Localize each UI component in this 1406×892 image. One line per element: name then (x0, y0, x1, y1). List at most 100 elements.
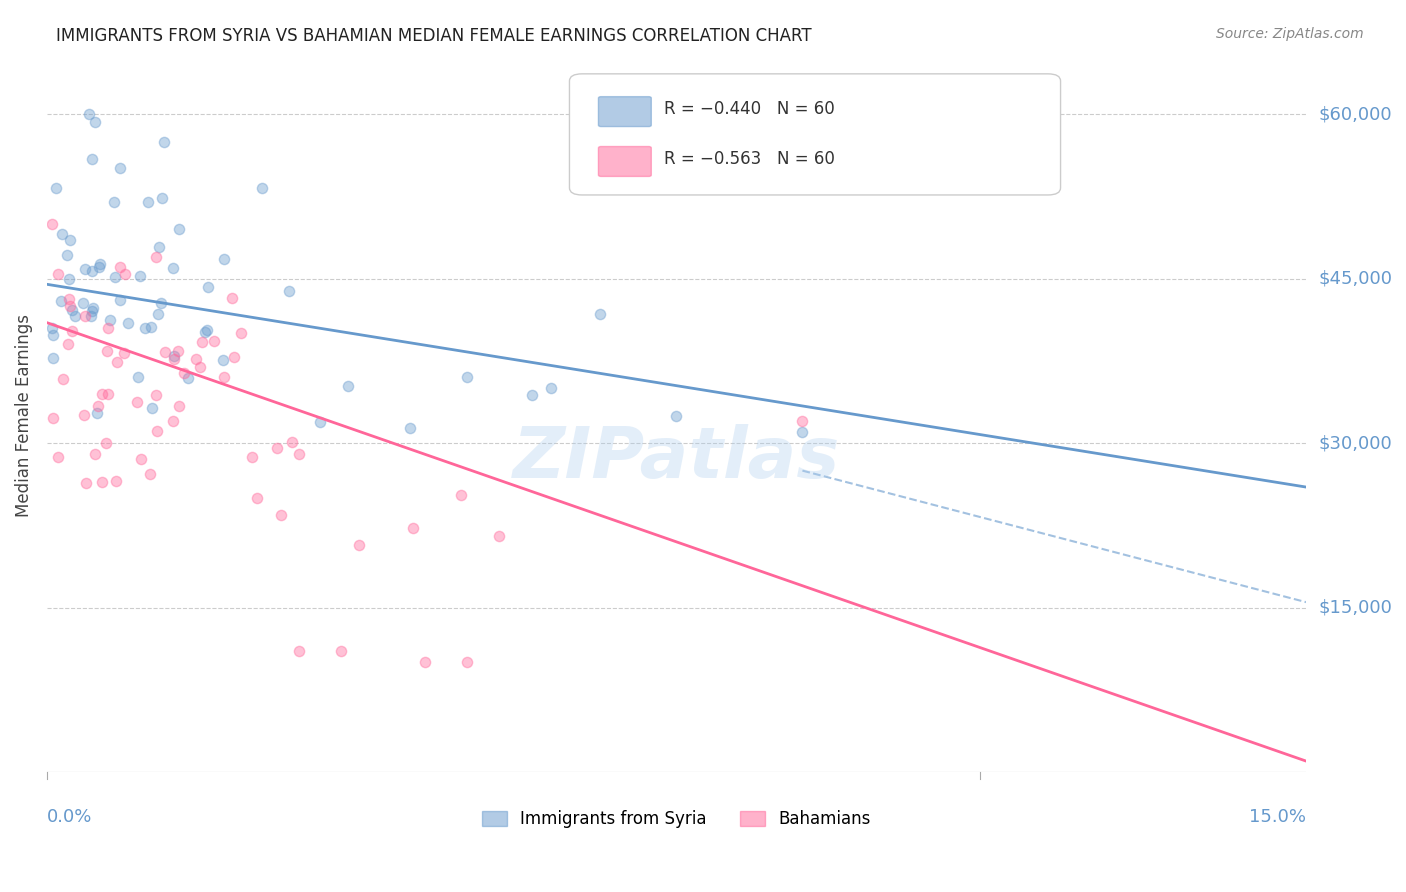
Point (194, 325, 217, 339)
Point (80, 263, 103, 277)
Point (266, 442, 288, 456)
Point (108, 260, 131, 274)
Point (522, 388, 544, 402)
Point (145, 387, 167, 401)
Point (138, 467, 160, 482)
Point (41, 321, 63, 335)
Point (212, 252, 235, 266)
Point (399, 421, 422, 435)
Point (145, 250, 167, 264)
Point (456, 370, 478, 384)
Text: 15.0%: 15.0% (1249, 807, 1306, 826)
Point (402, 521, 425, 535)
Point (129, 452, 152, 467)
Text: ZIPatlas: ZIPatlas (513, 424, 841, 493)
Point (128, 268, 150, 283)
Point (114, 267, 136, 281)
Point (195, 322, 218, 336)
Point (191, 334, 214, 349)
Point (60, 302, 83, 317)
Point (221, 291, 243, 305)
Point (146, 425, 169, 439)
Text: R = −0.563   N = 60: R = −0.563 N = 60 (664, 151, 835, 169)
Point (96, 344, 118, 359)
Text: $45,000: $45,000 (1319, 269, 1393, 288)
Point (104, 269, 127, 284)
Point (75, 309, 97, 323)
Point (184, 352, 207, 367)
Point (163, 349, 186, 363)
Point (97, 321, 120, 335)
Point (56, 248, 79, 262)
Point (75, 262, 97, 277)
Text: Source: ZipAtlas.com: Source: ZipAtlas.com (1216, 27, 1364, 41)
Point (89, 260, 111, 274)
Point (73, 409, 96, 423)
Point (46, 267, 69, 281)
Point (63, 309, 86, 323)
Point (202, 334, 225, 349)
Point (169, 399, 191, 413)
Point (347, 538, 370, 552)
Point (148, 240, 170, 254)
Point (153, 136, 176, 150)
Point (163, 351, 186, 366)
Point (72, 296, 94, 310)
Point (49, 293, 72, 308)
Point (309, 415, 332, 429)
Point (153, 345, 176, 359)
Point (150, 295, 173, 310)
Point (222, 351, 245, 365)
Point (58, 337, 80, 351)
Point (51, 372, 73, 386)
Point (87, 399, 110, 413)
Point (540, 381, 562, 395)
Point (270, 508, 292, 523)
Point (45, 181, 67, 195)
Point (77, 107, 100, 121)
Point (125, 394, 148, 409)
Point (162, 260, 184, 275)
Legend: Immigrants from Syria, Bahamians: Immigrants from Syria, Bahamians (475, 804, 877, 835)
Point (110, 161, 132, 175)
Point (252, 181, 274, 195)
Point (488, 529, 510, 543)
Point (127, 369, 149, 384)
Point (46, 450, 69, 464)
Point (91, 386, 114, 401)
Point (103, 195, 125, 210)
Point (167, 221, 190, 235)
Point (60, 324, 83, 338)
Point (82, 301, 104, 316)
Point (136, 195, 159, 210)
FancyBboxPatch shape (569, 74, 1060, 195)
Point (41, 217, 63, 231)
Point (80, 304, 103, 318)
Point (229, 326, 252, 341)
Point (97, 387, 120, 401)
Point (84, 115, 107, 129)
Point (173, 366, 195, 380)
Point (80, 309, 103, 323)
Point (141, 401, 163, 416)
Point (177, 371, 200, 385)
Point (337, 379, 360, 393)
Text: IMMIGRANTS FROM SYRIA VS BAHAMIAN MEDIAN FEMALE EARNINGS CORRELATION CHART: IMMIGRANTS FROM SYRIA VS BAHAMIAN MEDIAN… (56, 27, 811, 45)
Point (246, 491, 269, 505)
Point (105, 474, 128, 488)
Point (86, 406, 108, 420)
Point (188, 359, 211, 374)
Point (58, 272, 80, 286)
Point (105, 355, 128, 369)
Point (240, 450, 263, 464)
Point (413, 656, 436, 670)
Text: $15,000: $15,000 (1319, 599, 1392, 616)
Point (665, 409, 688, 423)
Point (329, 644, 352, 658)
Text: 0.0%: 0.0% (46, 807, 93, 826)
Point (51, 227, 73, 242)
Point (281, 435, 304, 450)
Point (42, 410, 65, 425)
Point (166, 344, 188, 359)
Point (94, 435, 117, 450)
